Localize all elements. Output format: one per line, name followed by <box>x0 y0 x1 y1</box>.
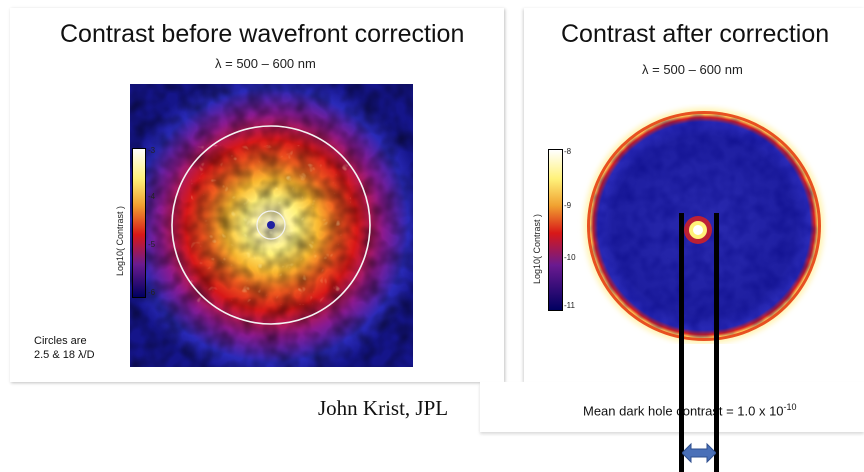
before-contrast-image <box>130 84 413 367</box>
inner-circle <box>256 210 286 240</box>
before-colorbar-label: Log10( Contrast ) <box>115 205 125 276</box>
dark-hole-left-bar <box>679 213 684 472</box>
circles-note-line2: 2.5 & 18 λ/D <box>34 349 95 361</box>
caption-strip <box>480 382 864 432</box>
dark-hole-right-bar <box>714 213 719 472</box>
after-tick-9: -9 <box>564 201 572 210</box>
credit-text: John Krist, JPL <box>318 396 449 420</box>
circles-note-line1: Circles are <box>34 335 87 347</box>
before-colorbar: -3 -4 -5 -6 <box>132 146 158 298</box>
after-correction-panel: Contrast after correction λ = 500 – 600 … <box>524 8 864 382</box>
after-tick-11: -11 <box>564 301 575 310</box>
double-arrow-icon <box>682 442 716 464</box>
after-contrast-image <box>584 108 824 344</box>
after-colorbar-label: Log10( Contrast ) <box>532 213 542 284</box>
before-title: Contrast before wavefront correction <box>60 20 465 48</box>
after-subtitle: λ = 500 – 600 nm <box>642 62 743 77</box>
before-contrast-map <box>130 84 413 367</box>
after-tick-8: -8 <box>564 147 572 156</box>
after-contrast-map <box>576 104 836 344</box>
before-tick-5: -5 <box>148 240 156 249</box>
before-tick-4: -4 <box>148 192 156 201</box>
mean-contrast-text: Mean dark hole contrast = 1.0 x 10-10 <box>583 402 797 418</box>
after-colorbar: -8 -9 -10 -11 <box>548 147 576 311</box>
mean-contrast-exponent: -10 <box>783 402 797 412</box>
before-subtitle: λ = 500 – 600 nm <box>215 56 316 71</box>
before-tick-6: -6 <box>148 288 156 297</box>
after-title: Contrast after correction <box>561 20 830 48</box>
circles-note: Circles are 2.5 & 18 λ/D <box>34 334 95 362</box>
after-tick-10: -10 <box>564 253 576 262</box>
outer-circle <box>171 125 371 325</box>
before-tick-3: -3 <box>148 146 156 155</box>
before-correction-panel: Contrast before wavefront correction λ =… <box>10 8 504 382</box>
